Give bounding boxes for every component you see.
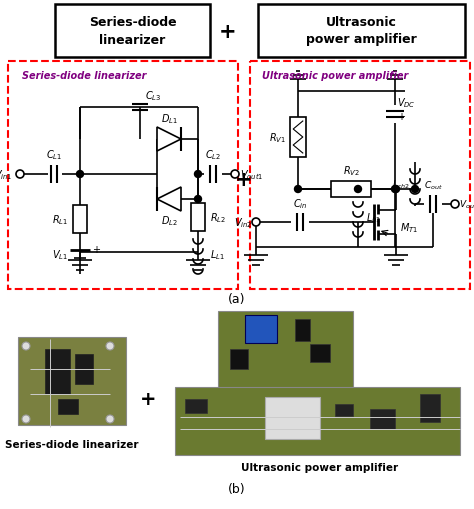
Text: $L_{L1}$: $L_{L1}$: [210, 247, 225, 262]
Circle shape: [392, 186, 399, 193]
Text: $M_{T1}$: $M_{T1}$: [400, 221, 418, 235]
Text: $C_{L3}$: $C_{L3}$: [145, 89, 161, 103]
Bar: [420, 394, 440, 422]
Text: $V_{in1}$: $V_{in1}$: [0, 168, 13, 182]
Circle shape: [392, 186, 400, 193]
Text: (b): (b): [228, 483, 246, 496]
Circle shape: [411, 186, 419, 193]
Text: $R_{L1}$: $R_{L1}$: [52, 213, 68, 227]
Text: Series-diode linearizer: Series-diode linearizer: [22, 71, 146, 81]
Text: (a): (a): [228, 293, 246, 306]
Text: Ultrasonic
power amplifier: Ultrasonic power amplifier: [306, 16, 417, 46]
Circle shape: [194, 171, 201, 178]
Polygon shape: [157, 128, 181, 152]
Bar: [250, 62, 470, 290]
Text: +: +: [140, 390, 156, 409]
Text: $C_{out}$: $C_{out}$: [424, 179, 442, 191]
Bar: [258, 5, 465, 58]
Circle shape: [76, 171, 83, 178]
Text: $C_{in}$: $C_{in}$: [293, 197, 307, 211]
Bar: [191, 204, 205, 232]
Circle shape: [355, 186, 362, 193]
Text: $V_{DC}$: $V_{DC}$: [397, 96, 416, 109]
Text: $L_{ch2}$: $L_{ch2}$: [392, 178, 410, 191]
Circle shape: [252, 218, 260, 227]
Bar: [230, 349, 248, 369]
Text: $C_{L2}$: $C_{L2}$: [205, 148, 221, 162]
Text: $V_{out1}$: $V_{out1}$: [240, 168, 264, 182]
Text: $C_{L1}$: $C_{L1}$: [46, 148, 62, 162]
Text: +: +: [219, 22, 237, 42]
Text: +: +: [235, 169, 253, 190]
Circle shape: [231, 171, 239, 179]
Bar: [18, 337, 126, 425]
Text: Ultrasonic power amplifier: Ultrasonic power amplifier: [262, 71, 408, 81]
Bar: [310, 344, 330, 362]
Circle shape: [194, 196, 201, 203]
Text: $R_{L2}$: $R_{L2}$: [210, 211, 226, 224]
Bar: [55, 5, 210, 58]
Bar: [265, 397, 320, 439]
Bar: [58, 399, 78, 414]
Bar: [290, 118, 306, 158]
Text: $V_{L1}$: $V_{L1}$: [52, 247, 68, 262]
Circle shape: [106, 415, 114, 423]
Bar: [185, 399, 207, 413]
Bar: [75, 354, 93, 384]
Polygon shape: [157, 188, 181, 212]
Text: $R_{V2}$: $R_{V2}$: [343, 164, 360, 178]
Bar: [370, 409, 395, 429]
Text: $D_{L2}$: $D_{L2}$: [161, 214, 177, 228]
Circle shape: [22, 343, 30, 350]
Text: Series-diode linearizer: Series-diode linearizer: [5, 439, 139, 449]
Bar: [8, 62, 238, 290]
Text: $V_{out2}$: $V_{out2}$: [459, 199, 474, 211]
Text: +: +: [397, 112, 405, 122]
Circle shape: [22, 415, 30, 423]
Bar: [331, 182, 372, 197]
Text: +: +: [92, 244, 100, 254]
Bar: [218, 312, 353, 389]
Bar: [295, 319, 310, 342]
Text: $V_{in2}$: $V_{in2}$: [234, 216, 252, 230]
Text: $R_{V1}$: $R_{V1}$: [269, 131, 286, 145]
Bar: [175, 387, 460, 455]
Text: $L_{b1}$: $L_{b1}$: [366, 211, 382, 224]
Bar: [73, 206, 87, 234]
Bar: [45, 349, 70, 394]
Text: $D_{L1}$: $D_{L1}$: [161, 112, 177, 126]
Bar: [245, 316, 277, 344]
Text: Ultrasonic power amplifier: Ultrasonic power amplifier: [241, 462, 399, 472]
Circle shape: [294, 186, 301, 193]
Circle shape: [451, 201, 459, 209]
Circle shape: [16, 171, 24, 179]
Circle shape: [106, 343, 114, 350]
Text: Series-diode
linearizer: Series-diode linearizer: [89, 16, 176, 46]
Bar: [335, 404, 353, 416]
